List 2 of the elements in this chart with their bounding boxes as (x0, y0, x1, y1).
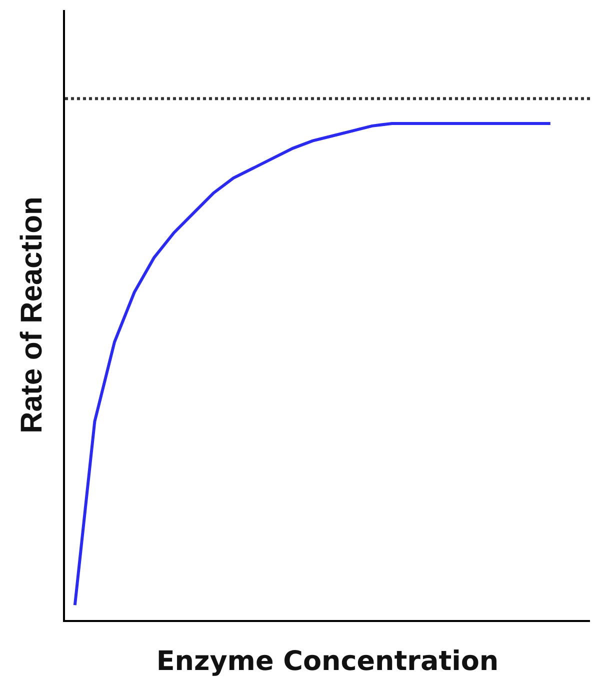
y-axis-title: Rate of Reaction (16, 196, 48, 434)
x-axis-title: Enzyme Concentration (156, 646, 499, 677)
